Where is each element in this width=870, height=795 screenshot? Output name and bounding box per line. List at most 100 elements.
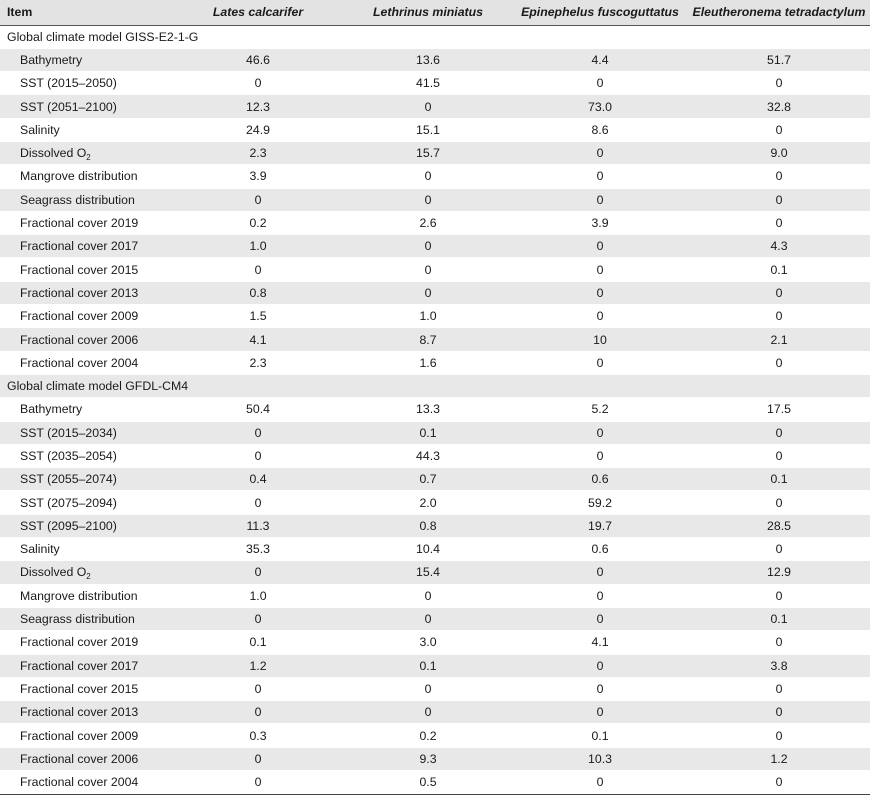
cell-value: 0.1	[344, 421, 512, 445]
table-row: Fractional cover 2004 0 0.5 0 0	[0, 770, 870, 795]
column-header-eleutheronema-tetradactylum: Eleutheronema tetradactylum	[688, 0, 870, 26]
cell-value: 4.1	[172, 327, 344, 352]
table-row: SST (2015–2050) 0 41.5 0 0	[0, 71, 870, 96]
row-label-text: Fractional cover 2019	[20, 216, 139, 231]
cell-value: 0	[512, 351, 688, 375]
row-label-text: Fractional cover 2006	[20, 332, 139, 347]
row-label-text: SST (2015–2034)	[20, 425, 117, 440]
cell-value: 0	[344, 700, 512, 725]
cell-value: 12.3	[172, 94, 344, 119]
cell-value: 0	[688, 351, 870, 375]
cell-value: 0	[688, 700, 870, 725]
cell-value: 51.7	[688, 48, 870, 73]
cell-value: 1.2	[688, 747, 870, 772]
row-label-text: Fractional cover 2009	[20, 728, 139, 743]
cell-value: 0.3	[172, 723, 344, 748]
cell-value: 0	[344, 584, 512, 608]
cell-value: 46.6	[172, 48, 344, 73]
cell-value: 0.8	[344, 514, 512, 539]
row-label-text: Fractional cover 2009	[20, 309, 139, 324]
table-row: SST (2035–2054) 0 44.3 0 0	[0, 444, 870, 469]
cell-value: 0.1	[172, 630, 344, 655]
cell-value: 59.2	[512, 490, 688, 515]
row-label-text: Fractional cover 2015	[20, 262, 139, 277]
cell-value: 0	[512, 654, 688, 678]
cell-value: 0.1	[512, 723, 688, 748]
table-row: SST (2055–2074) 0.4 0.7 0.6 0.1	[0, 467, 870, 492]
cell-value: 0	[512, 560, 688, 585]
row-label-text: Bathymetry	[20, 402, 83, 417]
cell-value: 0	[344, 94, 512, 119]
cell-value: 15.1	[344, 118, 512, 142]
row-label: SST (2035–2054)	[0, 444, 172, 469]
cell-value: 0	[688, 164, 870, 189]
section-title: Global climate model GISS-E2-1-G	[0, 25, 870, 49]
cell-value: 13.6	[344, 48, 512, 73]
cell-value: 0	[688, 421, 870, 445]
cell-value: 4.4	[512, 48, 688, 73]
row-label: Fractional cover 2004	[0, 351, 172, 375]
cell-value: 0.1	[688, 607, 870, 632]
row-label: Fractional cover 2019	[0, 630, 172, 655]
row-label-text: SST (2051–2100)	[20, 99, 117, 114]
row-label-text: Fractional cover 2006	[20, 751, 139, 766]
cell-value: 0.1	[344, 654, 512, 678]
row-label-text: Seagrass distribution	[20, 612, 135, 627]
table-row: Salinity 24.9 15.1 8.6 0	[0, 118, 870, 142]
cell-value: 44.3	[344, 444, 512, 469]
cell-value: 1.0	[172, 584, 344, 608]
cell-value: 0	[512, 257, 688, 282]
section-row: Global climate model GISS-E2-1-G	[0, 25, 870, 49]
cell-value: 0	[172, 770, 344, 795]
table-row: Fractional cover 2009 1.5 1.0 0 0	[0, 304, 870, 329]
row-label-text: Salinity	[20, 122, 60, 137]
cell-value: 0	[344, 281, 512, 306]
cell-value: 17.5	[688, 397, 870, 422]
row-label-text: Fractional cover 2017	[20, 658, 139, 673]
table-row: Salinity 35.3 10.4 0.6 0	[0, 537, 870, 562]
cell-value: 35.3	[172, 537, 344, 562]
cell-value: 12.9	[688, 560, 870, 585]
cell-value: 0	[344, 188, 512, 212]
row-label: Salinity	[0, 537, 172, 562]
row-label: Dissolved O2	[0, 141, 172, 166]
cell-value: 0.5	[344, 770, 512, 795]
cell-value: 0	[172, 421, 344, 445]
table-row: Fractional cover 2006 0 9.3 10.3 1.2	[0, 747, 870, 772]
table-header: Item Lates calcarifer Lethrinus miniatus…	[0, 0, 870, 26]
cell-value: 0.7	[344, 467, 512, 492]
cell-value: 0	[512, 421, 688, 445]
cell-value: 0	[512, 677, 688, 702]
cell-value: 0	[688, 537, 870, 562]
row-label: SST (2055–2074)	[0, 467, 172, 492]
cell-value: 0	[512, 281, 688, 306]
row-label: Fractional cover 2013	[0, 700, 172, 725]
section-title: Global climate model GFDL-CM4	[0, 374, 870, 399]
cell-value: 8.7	[344, 327, 512, 352]
cell-value: 0	[344, 164, 512, 189]
row-label: Fractional cover 2006	[0, 327, 172, 352]
cell-value: 0	[688, 630, 870, 655]
cell-value: 15.4	[344, 560, 512, 585]
cell-value: 3.9	[512, 211, 688, 236]
table-row: SST (2095–2100) 11.3 0.8 19.7 28.5	[0, 514, 870, 539]
row-label: SST (2015–2050)	[0, 71, 172, 96]
cell-value: 1.5	[172, 304, 344, 329]
cell-value: 3.9	[172, 164, 344, 189]
cell-value: 0	[512, 584, 688, 608]
row-label: Dissolved O2	[0, 560, 172, 585]
cell-value: 0	[512, 304, 688, 329]
row-label: Fractional cover 2013	[0, 281, 172, 306]
cell-value: 4.1	[512, 630, 688, 655]
row-label-text: Fractional cover 2004	[20, 355, 139, 370]
table-row: Fractional cover 2015 0 0 0 0.1	[0, 257, 870, 282]
row-label: Fractional cover 2017	[0, 654, 172, 678]
table-row: SST (2075–2094) 0 2.0 59.2 0	[0, 490, 870, 515]
row-label: Fractional cover 2015	[0, 677, 172, 702]
row-label: Salinity	[0, 118, 172, 142]
cell-value: 0	[344, 607, 512, 632]
cell-value: 28.5	[688, 514, 870, 539]
cell-value: 0	[512, 607, 688, 632]
table-row: Fractional cover 2004 2.3 1.6 0 0	[0, 351, 870, 375]
